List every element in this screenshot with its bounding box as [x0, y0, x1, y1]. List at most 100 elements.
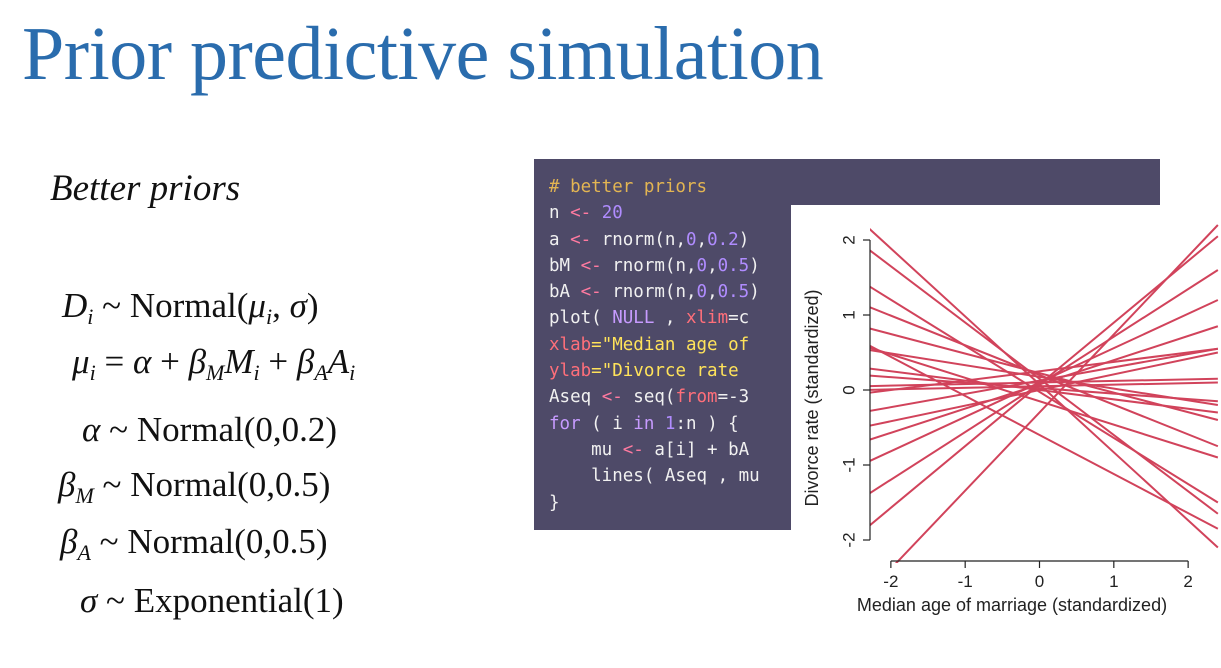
dist-name: Normal	[130, 465, 238, 504]
dist-name: Normal	[136, 410, 244, 449]
r-code-block: # better priors n <- 20 a <- rnorm(n,0,0…	[549, 174, 760, 516]
dist-args: (0,0.5)	[237, 465, 331, 504]
dist-args: (0,0.2)	[243, 410, 338, 449]
code-number: 0	[696, 282, 708, 303]
d-subscript: i	[87, 304, 94, 329]
code-token: ,	[696, 229, 708, 250]
code-token: seq(	[622, 387, 676, 408]
code-token: bM	[549, 255, 581, 276]
x-tick-label: 1	[1109, 572, 1118, 591]
x-tick-label: 2	[1183, 572, 1192, 591]
code-number: 0	[685, 229, 697, 250]
code-token: ,	[654, 308, 686, 329]
code-token: plot(	[549, 308, 613, 329]
paren: (	[236, 286, 249, 325]
x-tick-label: -2	[883, 572, 898, 591]
plot-svg: -2 -1 0 1 2 Median age of marriage (standardi…	[802, 224, 1219, 615]
code-string: ="Divorce rate	[591, 361, 739, 382]
code-token: )	[749, 255, 760, 276]
beta-a-subscript: A	[77, 540, 91, 565]
code-token: rnorm(n,	[601, 282, 697, 303]
prior-line-17	[870, 346, 1219, 459]
code-number: 20	[601, 203, 623, 224]
y-tick-label: 0	[839, 385, 858, 394]
code-token: ,	[707, 255, 718, 276]
beta-m-subscript: M	[75, 483, 94, 508]
prior-line-3	[870, 285, 1219, 504]
beta-a-subscript: A	[314, 360, 328, 385]
alpha-symbol: α	[132, 342, 152, 381]
code-token: }	[549, 492, 560, 513]
slide-title: Prior predictive simulation	[22, 12, 824, 96]
code-token: ( i	[580, 413, 634, 434]
code-operator: <-	[580, 255, 602, 276]
prior-line-4	[870, 306, 1219, 448]
eq-sigma-prior: σ ~ Exponential(1)	[80, 581, 344, 621]
tilde: ~	[102, 465, 122, 504]
code-token	[654, 414, 665, 434]
equals: =	[104, 342, 125, 381]
dist-name: Normal	[127, 522, 235, 561]
x-tick-label: -1	[958, 572, 973, 591]
code-keyword: in	[633, 413, 655, 434]
tilde: ~	[99, 522, 119, 561]
code-token: =-3	[717, 387, 750, 408]
code-token: )	[749, 282, 760, 303]
alpha-symbol: α	[82, 410, 101, 449]
code-keyword: NULL	[612, 308, 655, 329]
mu-symbol: μ	[72, 342, 90, 381]
code-token: ,	[707, 282, 718, 303]
code-comment: # better priors	[549, 177, 708, 197]
y-tick-label: -1	[839, 457, 858, 472]
code-number: 0.5	[717, 255, 750, 276]
beta-symbol: β	[296, 342, 315, 381]
code-token: mu	[549, 439, 623, 460]
x-tick-label: 0	[1035, 572, 1044, 591]
y-axis-label: Divorce rate (standardized)	[802, 289, 822, 506]
tilde: ~	[109, 410, 129, 449]
dist-args: (1)	[302, 581, 344, 620]
tilde: ~	[102, 286, 122, 325]
code-operator: <-	[570, 203, 592, 224]
prior-line-6	[870, 349, 1219, 406]
mu-subscript: i	[89, 360, 96, 385]
eq-alpha-prior: α ~ Normal(0,0.2)	[82, 410, 337, 450]
y-tick-label: 2	[839, 235, 858, 244]
code-argument: from	[675, 387, 718, 408]
prior-line-20	[870, 374, 1218, 403]
prior-line-15	[870, 377, 1218, 388]
code-token: a[i] + bA	[643, 439, 750, 460]
code-token: Aseq	[549, 387, 602, 408]
code-operator: <-	[622, 439, 644, 460]
prior-line-9	[870, 347, 1219, 412]
eq-beta-m-prior: βM ~ Normal(0,0.5)	[58, 465, 331, 508]
eq-outcome: Di ~ Normal(μi, σ)	[62, 286, 319, 329]
d-symbol: D	[62, 286, 88, 325]
a-variable: A	[327, 342, 350, 381]
code-argument: ylab	[549, 361, 592, 382]
code-number: 0.2	[707, 229, 739, 250]
prior-line-18	[870, 344, 1219, 530]
plus: +	[160, 342, 180, 381]
eq-beta-a-prior: βA ~ Normal(0,0.5)	[60, 522, 328, 565]
beta-m-subscript: M	[206, 360, 225, 385]
comma: ,	[272, 286, 281, 325]
code-argument: xlab	[549, 334, 592, 355]
plus: +	[268, 342, 289, 381]
y-tick-label: -2	[839, 532, 858, 547]
subtitle: Better priors	[50, 168, 241, 209]
code-token: lines( Aseq , mu	[549, 466, 760, 487]
dist-name: Exponential	[133, 581, 303, 620]
a-subscript: i	[349, 360, 356, 385]
sigma-symbol: σ	[289, 286, 307, 325]
y-tick-label: 1	[839, 310, 858, 319]
dist-args: (0,0.5)	[234, 522, 328, 561]
m-subscript: i	[253, 360, 260, 385]
beta-symbol: β	[188, 342, 207, 381]
code-token: rnorm(n,	[601, 255, 697, 276]
prior-line-8	[870, 381, 1218, 391]
code-number: 0	[696, 255, 708, 276]
mu-symbol: μ	[248, 286, 266, 325]
prior-line-14	[870, 235, 1219, 527]
dist-name: Normal	[129, 286, 237, 325]
